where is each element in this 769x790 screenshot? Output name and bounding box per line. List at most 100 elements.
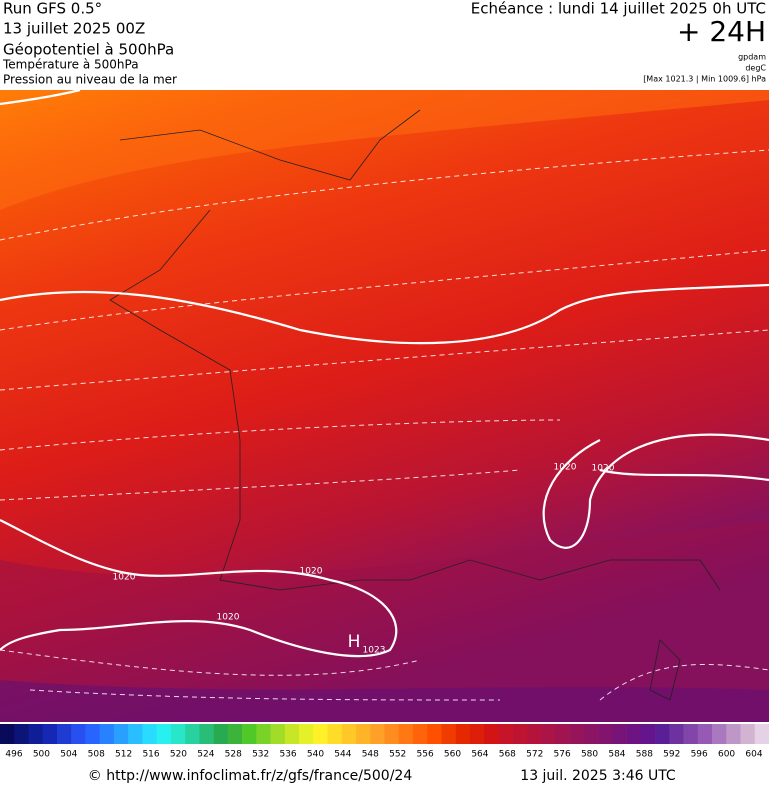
forecast-time: Echéance : lundi 14 juillet 2025 0h UTC xyxy=(471,0,766,18)
color-swatch xyxy=(299,724,314,744)
color-swatch xyxy=(99,724,115,744)
color-swatch xyxy=(227,724,243,744)
color-swatch xyxy=(612,724,627,744)
color-swatch xyxy=(740,724,756,744)
scale-label: 512 xyxy=(115,750,132,760)
scale-label: 592 xyxy=(663,750,680,760)
scale-label: 532 xyxy=(252,750,269,760)
color-swatch xyxy=(512,724,528,744)
temp-band xyxy=(0,680,769,722)
scale-label: 584 xyxy=(608,750,625,760)
scale-label: 496 xyxy=(5,750,22,760)
color-swatch xyxy=(484,724,499,744)
scale-label: 524 xyxy=(197,750,214,760)
scale-label: 576 xyxy=(554,750,571,760)
coastline xyxy=(109,109,721,701)
color-swatch xyxy=(113,724,129,744)
lead-time: + 24H xyxy=(677,15,766,48)
color-swatch xyxy=(142,724,157,744)
contour-label: 1020 xyxy=(217,613,240,623)
color-swatch xyxy=(583,724,599,744)
color-swatch xyxy=(469,724,485,744)
temp-band xyxy=(0,90,769,210)
pressure-contours xyxy=(0,88,769,658)
contour-label: 1020 xyxy=(592,464,615,474)
contour-label: 1020 xyxy=(113,573,136,583)
map-labels: 1020 1020 1020 1020 1020 H 1023 xyxy=(113,463,615,656)
run-date: 13 juillet 2025 00Z xyxy=(3,20,145,38)
scale-label: 556 xyxy=(417,750,434,760)
field-label: Température à 500hPa xyxy=(2,58,139,72)
scale-label: 572 xyxy=(526,750,543,760)
color-swatch xyxy=(726,724,741,744)
scale-label: 504 xyxy=(60,750,77,760)
color-swatch xyxy=(655,724,670,744)
scale-label: 564 xyxy=(471,750,488,760)
color-swatch xyxy=(754,724,769,744)
header: Run GFS 0.5° 13 juillet 2025 00Z Géopote… xyxy=(2,0,766,87)
geopotential-contours xyxy=(0,149,769,701)
contour-label: 1020 xyxy=(554,463,577,473)
color-swatch xyxy=(213,724,229,744)
scale-label: 544 xyxy=(334,750,351,760)
color-swatch xyxy=(441,724,457,744)
color-swatch xyxy=(185,724,200,744)
color-swatch xyxy=(270,724,286,744)
color-swatch xyxy=(0,724,15,744)
contour-label: H xyxy=(348,632,361,652)
scale-label: 508 xyxy=(88,750,105,760)
color-swatch xyxy=(199,724,214,744)
colorbar: 496 500 504 508 512 516 520 524 528 532 536 540 544 5… xyxy=(0,724,769,760)
color-swatch xyxy=(128,724,143,744)
unit-label: gpdam xyxy=(738,53,766,62)
run-title: Run GFS 0.5° xyxy=(3,0,102,18)
scale-label: 596 xyxy=(691,750,708,760)
color-swatch xyxy=(427,724,442,744)
color-swatch xyxy=(669,724,684,744)
color-swatch xyxy=(170,724,186,744)
color-swatch xyxy=(398,724,414,744)
color-swatch xyxy=(640,724,656,744)
color-swatch xyxy=(327,724,343,744)
field-label: Géopotentiel à 500hPa xyxy=(3,41,174,59)
color-swatch xyxy=(526,724,542,744)
scale-label: 560 xyxy=(444,750,461,760)
scale-label: 500 xyxy=(33,750,50,760)
color-swatch xyxy=(555,724,570,744)
timestamp: 13 juil. 2025 3:46 UTC xyxy=(520,768,676,784)
color-swatch xyxy=(412,724,428,744)
scale-label: 580 xyxy=(581,750,598,760)
color-swatch xyxy=(384,724,400,744)
scale-label: 520 xyxy=(170,750,187,760)
scale-label: 600 xyxy=(718,750,735,760)
field-label: Pression au niveau de la mer xyxy=(3,73,177,87)
unit-label: degC xyxy=(745,64,766,73)
color-swatch xyxy=(370,724,385,744)
scale-label: 552 xyxy=(389,750,406,760)
color-swatch xyxy=(712,724,727,744)
color-swatch xyxy=(683,724,699,744)
color-swatch xyxy=(242,724,257,744)
color-swatch xyxy=(313,724,328,744)
scale-label: 604 xyxy=(745,750,762,760)
color-swatch xyxy=(256,724,271,744)
color-swatch xyxy=(598,724,613,744)
color-swatch xyxy=(71,724,86,744)
scale-label: 516 xyxy=(142,750,159,760)
color-swatch xyxy=(356,724,371,744)
color-swatch xyxy=(541,724,556,744)
source: © http://www.infoclimat.fr/z/gfs/france/… xyxy=(88,768,413,784)
scale-label: 540 xyxy=(307,750,324,760)
color-swatch xyxy=(28,724,44,744)
scale-label: 588 xyxy=(636,750,653,760)
color-swatch xyxy=(284,724,300,744)
color-swatch xyxy=(341,724,357,744)
scale-label: 568 xyxy=(499,750,516,760)
color-swatch xyxy=(42,724,58,744)
contour-label: 1020 xyxy=(300,567,323,577)
contour-label: 1023 xyxy=(363,646,386,656)
color-swatch xyxy=(14,724,29,744)
color-swatch xyxy=(455,724,471,744)
pressure-range: [Max 1021.3 | Min 1009.6] hPa xyxy=(643,75,766,84)
